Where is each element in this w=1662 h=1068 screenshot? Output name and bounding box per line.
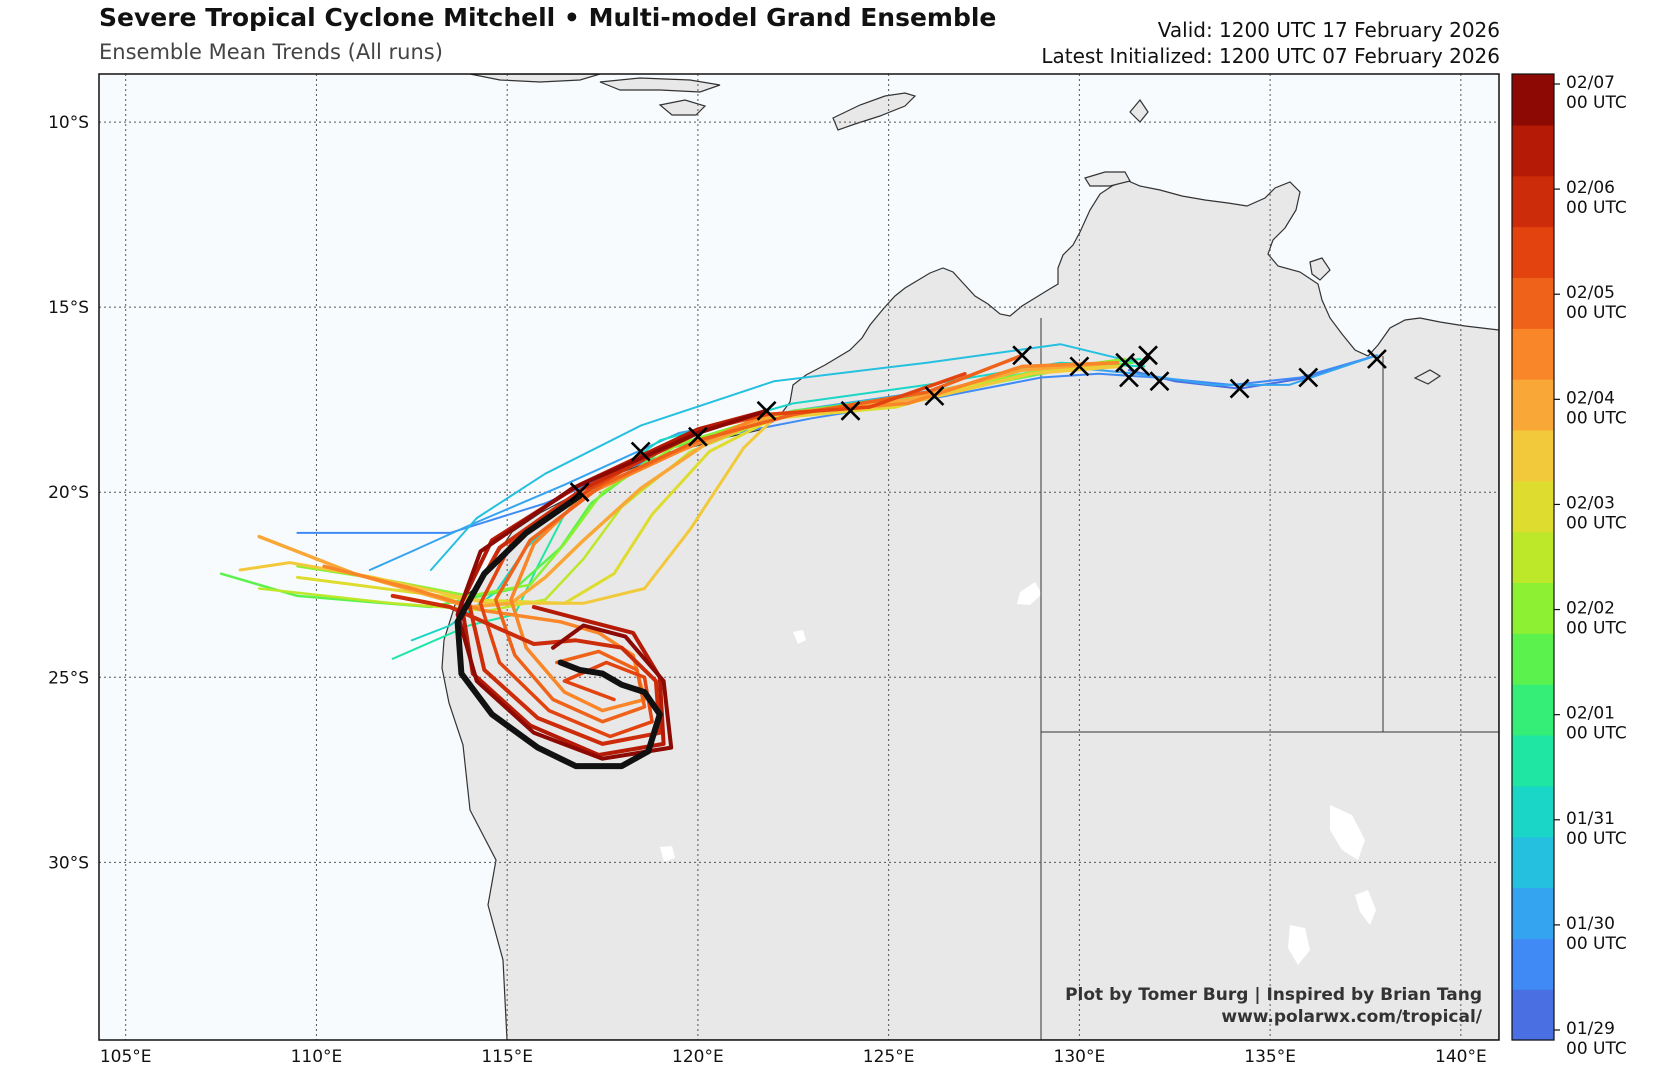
colorbar-segment — [1512, 226, 1554, 278]
init-markers — [569, 345, 1387, 503]
state-borders — [1040, 318, 1499, 1040]
init-position-marker — [687, 426, 708, 447]
inland-lakes — [660, 582, 1376, 965]
track-line-15 — [390, 408, 769, 746]
colorbar-date-label: 02/05 — [1566, 283, 1615, 303]
indonesia-coast — [469, 74, 601, 83]
colorbar-time-label: 00 UTC — [1566, 513, 1627, 533]
init-position-marker — [1115, 352, 1136, 373]
colorbar-time-label: 00 UTC — [1566, 303, 1627, 323]
colorbar-segment — [1512, 989, 1554, 1041]
colorbar-segment — [1512, 379, 1554, 431]
init-position-marker — [840, 400, 861, 421]
colorbar-date-label: 02/07 — [1566, 73, 1615, 93]
init-position-marker — [630, 441, 651, 462]
colorbar-segment — [1512, 429, 1554, 482]
colorbar-time-label: 00 UTC — [1566, 93, 1627, 113]
plot-frame — [98, 73, 1500, 1041]
colorbar-segment — [1512, 887, 1554, 939]
colorbar-time-label: 00 UTC — [1566, 934, 1627, 954]
lon-tick-label: 105°E — [100, 1047, 152, 1067]
track-line-3 — [429, 343, 1138, 571]
colorbar-date-label: 02/02 — [1566, 599, 1615, 619]
colorbar-segment — [1512, 480, 1554, 533]
map-title: Severe Tropical Cyclone Mitchell • Multi… — [99, 3, 997, 32]
colorbar-segment — [1512, 124, 1554, 177]
init-position-marker — [1069, 356, 1090, 377]
mornington-island — [1413, 369, 1442, 385]
init-position-marker — [1229, 378, 1250, 399]
colorbar-segment — [1512, 633, 1554, 685]
map-subtitle: Ensemble Mean Trends (All runs) — [99, 40, 443, 64]
colorbar-date-label: 02/01 — [1566, 704, 1615, 724]
colorbar-date-label: 02/06 — [1566, 178, 1615, 198]
colorbar-time-label: 00 UTC — [1566, 408, 1627, 428]
lat-tick-label: 15°S — [48, 298, 89, 318]
init-position-marker — [1149, 371, 1170, 392]
longitude-ticks: 105°E 110°E 115°E 120°E 125°E 130°E 135°E 140°E — [100, 1047, 1487, 1067]
valid-time: Valid: 1200 UTC 17 February 2026 — [1157, 18, 1500, 42]
init-position-marker — [1119, 367, 1139, 388]
sumba-island — [658, 99, 707, 116]
flores-island — [599, 77, 721, 93]
init-position-marker — [569, 482, 590, 503]
colorbar-segment — [1512, 684, 1554, 736]
colorbar-segment — [1512, 785, 1554, 838]
colorbar-segment — [1512, 277, 1554, 329]
colorbar-time-label: 00 UTC — [1566, 198, 1627, 218]
ensemble-tracks — [219, 343, 1378, 770]
track-line-17 — [455, 408, 769, 761]
credit-line-1: Plot by Tomer Burg | Inspired by Brian T… — [1065, 985, 1482, 1005]
colorbar-segment — [1512, 938, 1554, 990]
colorbar-time-label: 00 UTC — [1566, 724, 1627, 744]
colorbar-segment — [1512, 734, 1554, 787]
init-position-marker — [1138, 345, 1158, 366]
latitude-ticks: 10°S 15°S 20°S 25°S 30°S — [48, 113, 89, 873]
lon-tick-label: 130°E — [1054, 1047, 1106, 1067]
lon-tick-label: 110°E — [291, 1047, 343, 1067]
lon-tick-label: 140°E — [1435, 1047, 1487, 1067]
colorbar-date-label: 01/31 — [1566, 809, 1615, 829]
lon-tick-label: 135°E — [1244, 1047, 1296, 1067]
track-line-18 — [454, 492, 663, 770]
timor-island — [832, 92, 917, 131]
lat-tick-label: 10°S — [48, 113, 89, 133]
colorbar-date-label: 01/30 — [1566, 914, 1615, 934]
latest-init-time: Latest Initialized: 1200 UTC 07 February… — [1041, 44, 1500, 68]
colorbar-date-label: 02/04 — [1566, 388, 1615, 408]
init-position-marker — [1298, 367, 1319, 388]
colorbar-date-label: 01/29 — [1566, 1019, 1615, 1039]
colorbar-time-label: 00 UTC — [1566, 619, 1627, 639]
init-position-marker — [924, 386, 945, 406]
lat-tick-label: 25°S — [48, 668, 89, 688]
colorbar-segment — [1512, 836, 1554, 889]
colorbar-segment — [1512, 531, 1554, 584]
groote-eylandt — [1309, 257, 1331, 281]
lon-tick-label: 115°E — [481, 1047, 533, 1067]
colorbar-frame — [1511, 73, 1555, 1041]
melville-island — [1084, 171, 1131, 187]
tanimbar-island — [1129, 98, 1149, 123]
lon-tick-label: 125°E — [863, 1047, 915, 1067]
colorbar-time-label: 00 UTC — [1566, 1039, 1627, 1059]
init-position-marker — [1367, 349, 1387, 369]
colorbar-segment — [1512, 175, 1554, 228]
colorbar-segment — [1512, 582, 1554, 634]
lat-tick-label: 20°S — [48, 483, 89, 503]
init-position-marker — [1012, 345, 1033, 366]
colorbar-time-label: 00 UTC — [1566, 829, 1627, 849]
gridlines — [99, 74, 1499, 1040]
colorbar-date-label: 02/03 — [1566, 493, 1615, 513]
credit-url: www.polarwx.com/tropical/ — [1221, 1007, 1482, 1027]
lat-tick-label: 30°S — [48, 853, 89, 873]
colorbar-segment — [1512, 74, 1554, 126]
colorbar-segment — [1512, 328, 1554, 380]
lon-tick-label: 120°E — [672, 1047, 724, 1067]
init-position-marker — [756, 400, 777, 421]
